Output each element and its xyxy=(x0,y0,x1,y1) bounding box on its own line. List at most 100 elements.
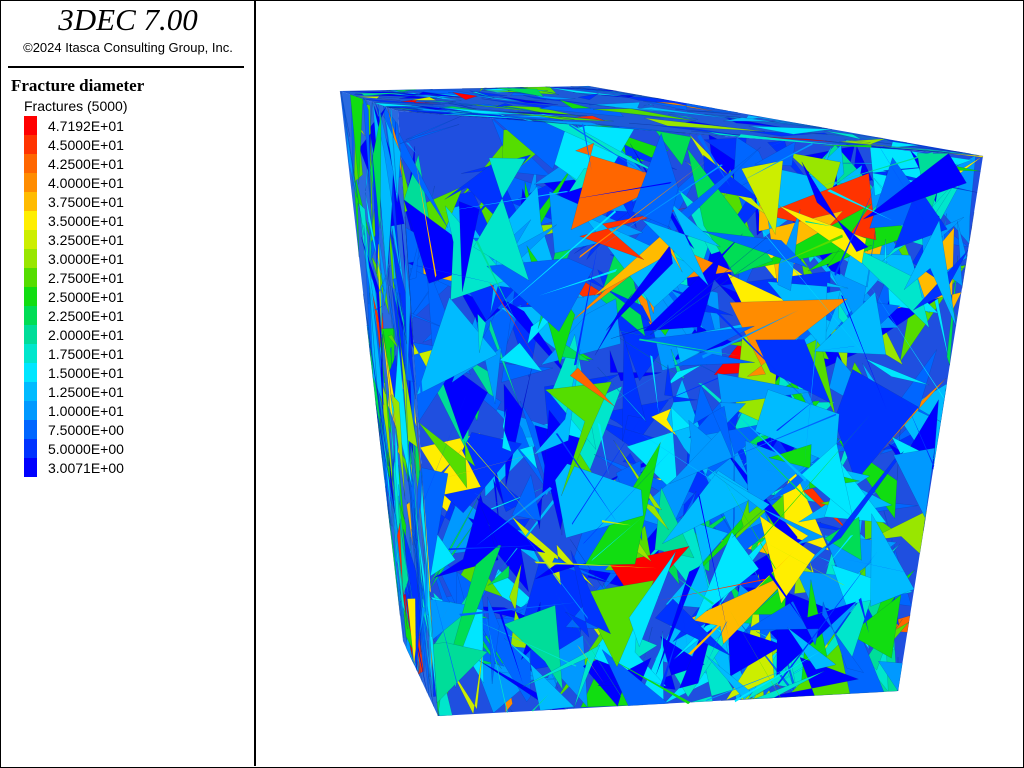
legend-label: 7.5000E+00 xyxy=(48,422,124,438)
fracture-polygon xyxy=(421,467,449,584)
legend-item: 1.5000E+01 xyxy=(24,363,224,382)
fracture-sliver xyxy=(582,444,677,545)
fracture-polygon xyxy=(416,100,473,106)
fracture-polygon xyxy=(510,92,537,96)
fracture-polygon xyxy=(565,550,612,638)
fracture-polygon xyxy=(969,212,975,242)
fracture-polygon xyxy=(502,407,512,452)
legend-item: 3.2500E+01 xyxy=(24,230,224,249)
fracture-sliver xyxy=(571,392,658,525)
fracture-polygon xyxy=(701,230,809,268)
fracture-polygon xyxy=(363,225,381,348)
legend-label: 1.0000E+01 xyxy=(48,403,124,419)
color-legend: 4.7192E+01 4.5000E+01 4.2500E+01 4.0000E+01… xyxy=(24,116,224,477)
fracture-polygon xyxy=(373,102,424,107)
legend-item: 1.2500E+01 xyxy=(24,382,224,401)
legend-swatch xyxy=(24,382,37,401)
legend-label: 1.2500E+01 xyxy=(48,384,124,400)
legend-swatch xyxy=(24,268,37,287)
fracture-polygon xyxy=(361,236,383,362)
fracture-polygon xyxy=(569,367,615,407)
legend-swatch xyxy=(24,211,37,230)
fracture-polygon xyxy=(748,136,877,147)
fracture-sliver xyxy=(569,124,662,184)
fracture-polygon xyxy=(702,465,770,538)
fracture-polygon xyxy=(387,504,401,616)
fracture-polygon xyxy=(400,343,418,448)
fracture-sliver xyxy=(588,164,723,254)
title-divider xyxy=(8,66,244,68)
fracture-polygon xyxy=(961,254,968,289)
fracture-polygon xyxy=(578,93,599,100)
fracture-polygon xyxy=(523,95,576,101)
fracture-polygon xyxy=(643,101,728,111)
legend-item: 2.2500E+01 xyxy=(24,306,224,325)
fracture-polygon xyxy=(662,470,758,544)
fracture-polygon xyxy=(487,565,510,586)
fracture-sliver xyxy=(466,441,542,529)
fracture-polygon xyxy=(401,105,470,114)
fracture-sliver xyxy=(414,155,437,278)
fracture-polygon xyxy=(878,661,903,692)
fracture-polygon xyxy=(626,406,691,497)
legend-item: 1.7500E+01 xyxy=(24,344,224,363)
fracture-polygon xyxy=(544,381,612,496)
fracture-polygon xyxy=(495,87,544,97)
fracture-polygon xyxy=(655,598,731,657)
fracture-polygon xyxy=(511,474,541,521)
fracture-polygon xyxy=(863,153,967,220)
fracture-polygon xyxy=(570,86,665,100)
fracture-sliver xyxy=(606,656,691,705)
fracture-sliver xyxy=(819,145,872,148)
legend-swatch xyxy=(24,230,37,249)
fracture-sliver xyxy=(945,295,957,320)
legend-swatch xyxy=(24,420,37,439)
fracture-polygon xyxy=(779,205,867,264)
fracture-polygon xyxy=(503,605,563,690)
fracture-sliver xyxy=(489,210,616,321)
fracture-sliver xyxy=(858,597,869,634)
fracture-polygon xyxy=(477,313,487,353)
model-viewport[interactable] xyxy=(258,1,1022,766)
fracture-polygon xyxy=(495,103,513,108)
fracture-polygon xyxy=(745,601,819,646)
fracture-polygon xyxy=(427,557,432,638)
fracture-polygon xyxy=(522,95,616,108)
fracture-polygon xyxy=(418,422,476,489)
fracture-sliver xyxy=(573,240,599,366)
fracture-polygon xyxy=(748,125,832,135)
legend-label: 2.0000E+01 xyxy=(48,327,124,343)
fracture-polygon xyxy=(403,313,410,483)
fracture-polygon xyxy=(893,447,935,532)
fracture-polygon xyxy=(704,113,741,118)
fracture-polygon xyxy=(362,98,445,106)
legend-label: 2.5000E+01 xyxy=(48,289,124,305)
legend-item: 3.0071E+00 xyxy=(24,458,224,477)
fracture-polygon xyxy=(870,513,915,607)
fracture-polygon xyxy=(883,138,962,153)
fracture-polygon xyxy=(723,117,828,129)
legend-swatch xyxy=(24,135,37,154)
fracture-polygon xyxy=(613,440,669,531)
fracture-sliver xyxy=(467,616,577,667)
fracture-polygon xyxy=(484,87,528,89)
fracture-polygon xyxy=(706,655,753,700)
fracture-polygon xyxy=(375,402,393,526)
fracture-polygon xyxy=(592,108,697,122)
fracture-model-view[interactable] xyxy=(258,1,1022,766)
legend-item: 4.0000E+01 xyxy=(24,173,224,192)
legend-label: 2.2500E+01 xyxy=(48,308,124,324)
fracture-polygon xyxy=(412,94,438,97)
fracture-polygon xyxy=(688,386,776,480)
fracture-polygon xyxy=(687,110,738,113)
fracture-sliver xyxy=(616,355,691,400)
fracture-polygon xyxy=(787,627,836,670)
fracture-polygon xyxy=(943,152,984,158)
fracture-sliver xyxy=(705,620,728,666)
legend-swatch xyxy=(24,458,37,477)
legend-label: 3.0000E+01 xyxy=(48,251,124,267)
fracture-sliver xyxy=(512,519,588,620)
fracture-sliver xyxy=(531,694,549,712)
fracture-sliver xyxy=(805,220,832,227)
legend-label: 4.5000E+01 xyxy=(48,137,124,153)
